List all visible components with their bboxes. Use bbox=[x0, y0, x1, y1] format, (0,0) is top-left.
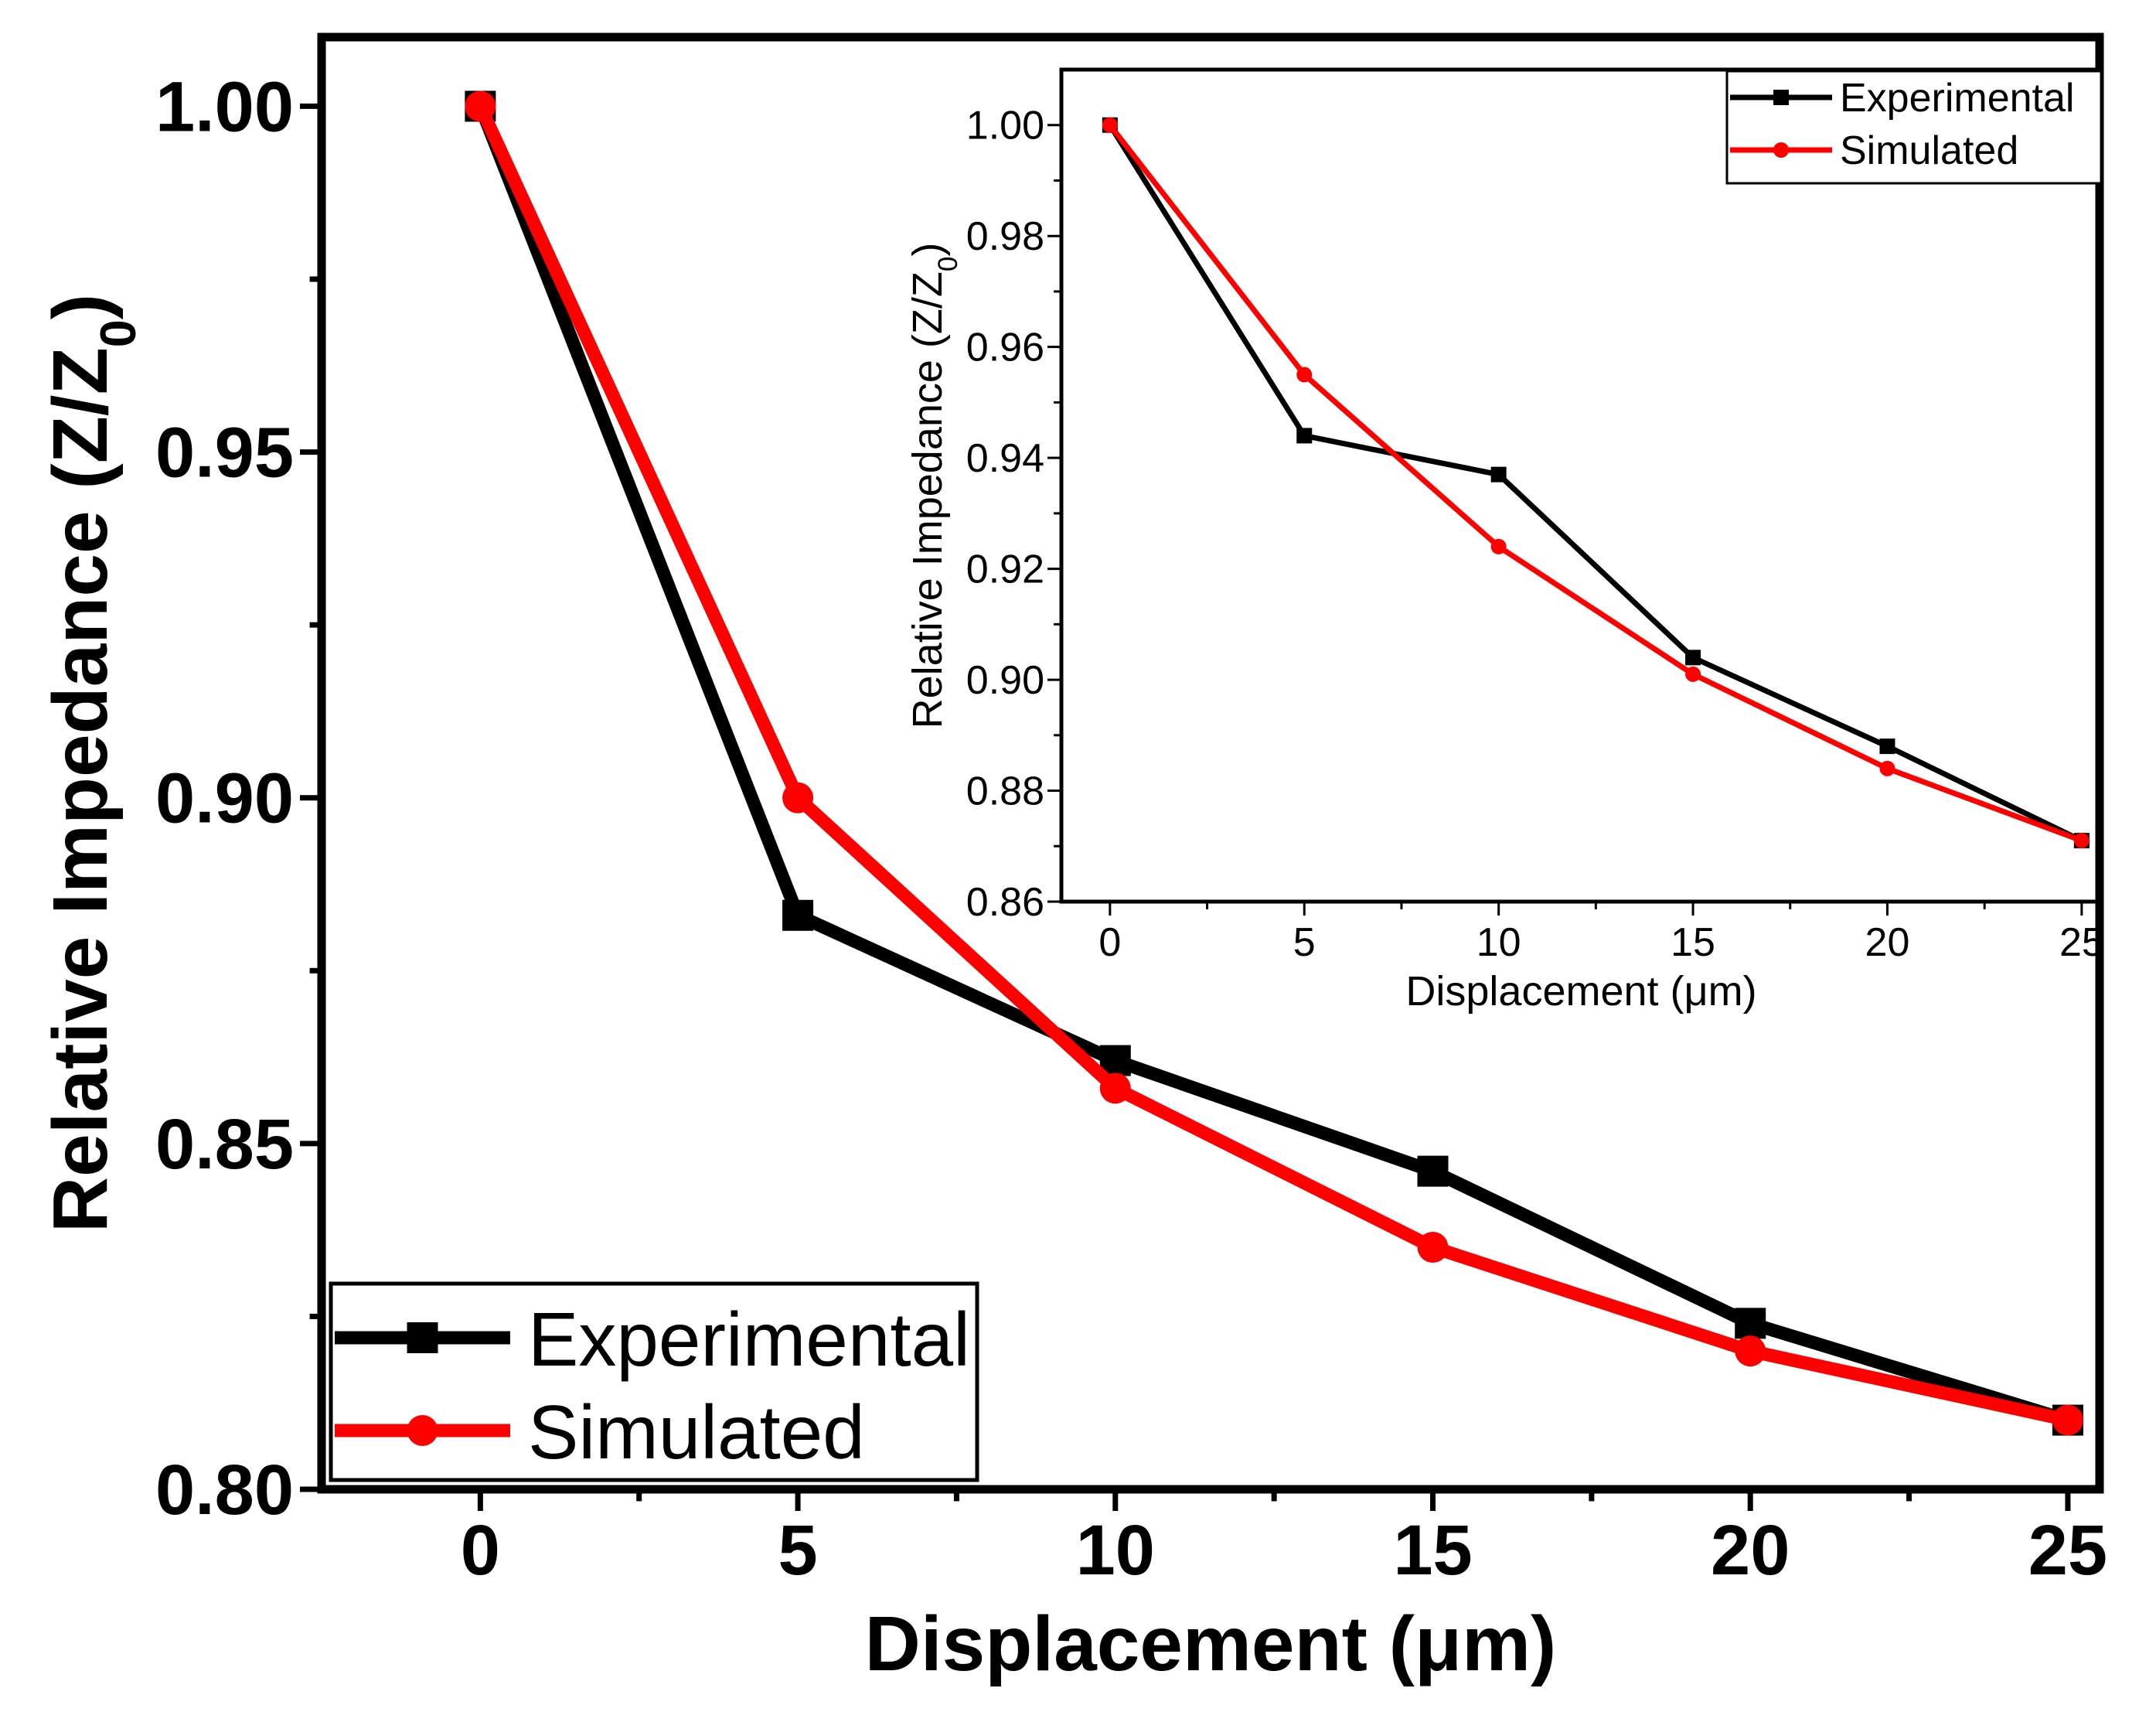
y-tick-label: 0.96 bbox=[966, 326, 1044, 370]
data-point bbox=[782, 782, 814, 813]
series-line bbox=[473, 99, 2075, 1427]
data-point bbox=[1417, 1232, 1449, 1263]
legend-marker bbox=[407, 1415, 438, 1446]
x-tick-label: 5 bbox=[1293, 920, 1316, 965]
x-tick-label: 20 bbox=[1711, 1511, 1790, 1590]
main-chart: 0 5 10 15 20 25 0.80 0.85 0.90 0.95 1.00 Displaceme… bbox=[37, 32, 2107, 1687]
data-point bbox=[1490, 538, 1507, 554]
y-tick-label: 0.90 bbox=[966, 658, 1044, 703]
y-tick-label: 0.94 bbox=[966, 436, 1044, 481]
x-tick-label: 25 bbox=[2028, 1511, 2107, 1590]
x-axis-title: Displacement (μm) bbox=[865, 1601, 1557, 1687]
series-line bbox=[1107, 122, 2085, 844]
legend-box bbox=[329, 1281, 979, 1482]
legend-marker bbox=[1773, 90, 1789, 105]
data-point bbox=[1490, 466, 1507, 483]
y-tick-label: 0.98 bbox=[966, 214, 1044, 259]
x-tick-label: 25 bbox=[2059, 920, 2104, 965]
data-point bbox=[1735, 1335, 1766, 1367]
data-point bbox=[2052, 1404, 2083, 1436]
data-point bbox=[1879, 738, 1895, 755]
y-tick-label: 0.88 bbox=[966, 769, 1044, 814]
legend-label: Simulated bbox=[1840, 128, 2018, 173]
x-tick-label: 0 bbox=[461, 1511, 500, 1590]
data-point bbox=[465, 90, 496, 122]
x-tick-label: 15 bbox=[1393, 1511, 1472, 1590]
data-point bbox=[1417, 1155, 1449, 1187]
plot-frame bbox=[1059, 67, 2103, 904]
legend-label: Experimental bbox=[528, 1297, 970, 1382]
y-tick-label: 0.86 bbox=[966, 880, 1044, 925]
data-point bbox=[1296, 428, 1313, 444]
x-tick-label: 20 bbox=[1865, 920, 1910, 965]
data-point bbox=[1685, 666, 1701, 682]
y-tick-label: 1.00 bbox=[155, 67, 294, 146]
data-point bbox=[1685, 650, 1701, 666]
y-axis-title: Relative Impedance (Z/Z0) bbox=[904, 243, 963, 729]
data-point bbox=[1102, 117, 1118, 133]
x-tick-label: 10 bbox=[1076, 1511, 1155, 1590]
x-axis-title: Displacement (μm) bbox=[1405, 968, 1756, 1015]
y-axis-title: Relative Impedance (Z/Z0) bbox=[37, 294, 146, 1233]
data-point bbox=[2073, 833, 2090, 849]
x-tick-label: 10 bbox=[1477, 920, 1521, 965]
x-tick-label: 0 bbox=[1098, 920, 1121, 965]
legend-box bbox=[1725, 70, 2103, 185]
series-line bbox=[473, 99, 2075, 1427]
y-tick-label: 0.92 bbox=[966, 547, 1044, 592]
legend-label: Simulated bbox=[528, 1390, 865, 1475]
legend-marker bbox=[407, 1322, 438, 1353]
y-tick-label: 0.95 bbox=[155, 414, 294, 493]
data-point bbox=[1099, 1073, 1131, 1104]
legend-label: Experimental bbox=[1840, 76, 2074, 121]
x-tick-label: 5 bbox=[778, 1511, 817, 1590]
y-tick-label: 0.85 bbox=[155, 1105, 294, 1184]
data-point bbox=[1879, 760, 1895, 776]
y-tick-label: 1.00 bbox=[966, 104, 1044, 148]
legend-marker bbox=[1773, 142, 1789, 158]
y-tick-label: 0.90 bbox=[155, 759, 294, 838]
inset-chart: 0 5 10 15 20 25 0.86 0.88 0.90 0.92 0.94 0.96 0.98 1.… bbox=[904, 67, 2104, 1015]
y-tick-label: 0.80 bbox=[155, 1451, 294, 1530]
data-point bbox=[1735, 1308, 1766, 1339]
data-point bbox=[782, 899, 814, 931]
series-line bbox=[1107, 122, 2085, 844]
x-tick-label: 15 bbox=[1671, 920, 1715, 965]
data-point bbox=[1296, 367, 1313, 383]
